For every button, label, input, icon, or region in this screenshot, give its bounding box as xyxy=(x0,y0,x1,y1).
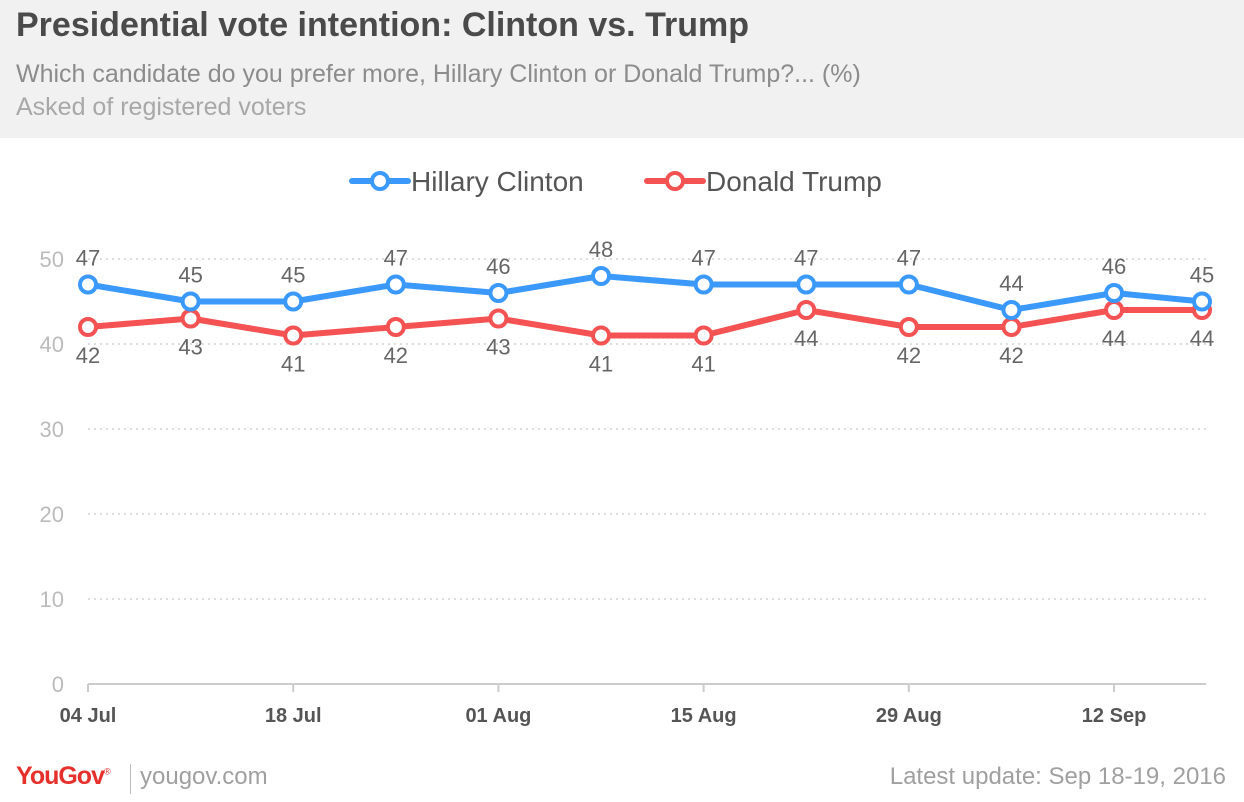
data-point xyxy=(78,274,98,295)
data-label: 43 xyxy=(178,335,202,360)
data-label: 47 xyxy=(691,246,715,271)
data-label: 45 xyxy=(281,263,305,288)
y-tick-label: 20 xyxy=(40,502,64,527)
legend-swatch-marker xyxy=(370,171,390,191)
data-label: 47 xyxy=(76,246,100,271)
data-label: 46 xyxy=(1102,254,1126,279)
data-label: 42 xyxy=(999,343,1023,368)
data-point xyxy=(898,274,919,295)
data-label: 46 xyxy=(486,254,510,279)
data-point xyxy=(693,274,714,295)
header: Presidential vote intention: Clinton vs.… xyxy=(0,0,1244,138)
y-tick-label: 0 xyxy=(52,672,64,697)
data-label: 47 xyxy=(384,246,408,271)
data-point xyxy=(1104,283,1125,303)
data-point xyxy=(180,291,201,312)
data-point xyxy=(693,325,714,346)
x-tick-label: 29 Aug xyxy=(876,705,942,727)
data-point xyxy=(488,283,509,303)
latest-update: Latest update: Sep 18-19, 2016 xyxy=(889,763,1226,790)
y-tick-label: 50 xyxy=(40,247,64,272)
series-line-clinton xyxy=(85,273,1205,313)
data-label: 41 xyxy=(589,352,613,377)
data-point xyxy=(1001,300,1022,320)
data-label: 44 xyxy=(1102,326,1126,351)
data-point xyxy=(591,266,612,286)
data-point xyxy=(283,291,304,312)
data-point xyxy=(488,308,509,329)
data-label: 44 xyxy=(1190,326,1214,351)
data-point xyxy=(78,317,98,337)
chart-subtitle: Which candidate do you prefer more, Hill… xyxy=(16,60,861,88)
data-point xyxy=(591,325,612,346)
chart-note: Asked of registered voters xyxy=(16,93,307,121)
data-label: 44 xyxy=(794,326,818,351)
footer-divider xyxy=(130,764,131,794)
series-line-trump xyxy=(85,307,1205,339)
legend-label: Hillary Clinton xyxy=(411,166,584,197)
data-label: 47 xyxy=(897,246,921,271)
data-point xyxy=(796,274,817,295)
data-label: 42 xyxy=(897,343,921,368)
legend-swatch-marker xyxy=(665,171,685,191)
x-tick-label: 12 Sep xyxy=(1082,705,1146,727)
line-chart: 0 10 20 30 40 50 04 Jul 18 Jul 01 Aug 15 Aug 29 Au… xyxy=(40,166,1215,727)
data-point xyxy=(180,308,201,329)
data-label: 41 xyxy=(281,352,305,377)
data-point xyxy=(385,274,406,295)
yougov-logo: YouGov® xyxy=(16,762,111,790)
data-point xyxy=(283,325,304,346)
data-point xyxy=(1192,291,1212,312)
legend-label: Donald Trump xyxy=(706,166,882,197)
data-label: 44 xyxy=(999,271,1023,296)
data-label: 42 xyxy=(384,343,408,368)
data-label: 42 xyxy=(76,343,100,368)
data-point xyxy=(1104,300,1125,320)
data-label: 41 xyxy=(691,352,715,377)
data-point xyxy=(898,317,919,337)
y-tick-label: 40 xyxy=(40,332,64,357)
y-tick-label: 30 xyxy=(40,417,64,442)
x-tick-label: 15 Aug xyxy=(671,705,737,727)
data-point xyxy=(1001,317,1022,337)
data-point xyxy=(385,317,406,337)
data-label: 43 xyxy=(486,335,510,360)
data-label: 45 xyxy=(1190,263,1214,288)
y-tick-label: 10 xyxy=(40,587,64,612)
data-label: 47 xyxy=(794,246,818,271)
data-point xyxy=(796,300,817,320)
footer-url: yougov.com xyxy=(140,763,268,790)
x-tick-label: 01 Aug xyxy=(465,705,531,727)
data-label: 45 xyxy=(178,263,202,288)
data-label: 48 xyxy=(589,237,613,262)
x-tick-label: 04 Jul xyxy=(60,705,117,727)
chart-title: Presidential vote intention: Clinton vs.… xyxy=(16,6,749,44)
x-tick-label: 18 Jul xyxy=(265,705,322,727)
